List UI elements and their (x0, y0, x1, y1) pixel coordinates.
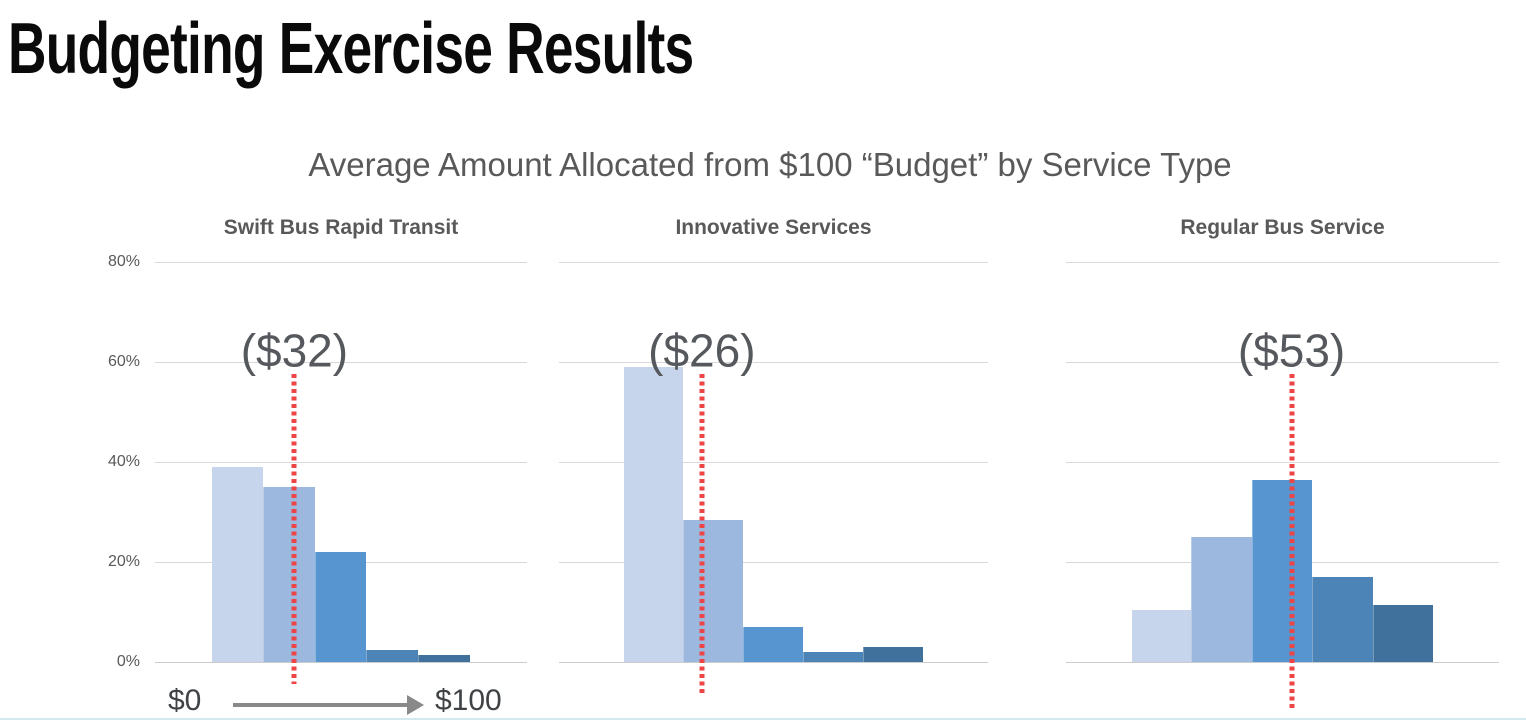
histogram-bar (1312, 577, 1373, 662)
x-axis-end-label: $100 (435, 684, 502, 717)
histogram-bar (1372, 604, 1434, 662)
gridline (155, 662, 527, 663)
gridline (155, 362, 527, 363)
histogram-bar (802, 652, 863, 662)
x-axis-arrow-head-icon (407, 695, 424, 715)
gridline (1066, 262, 1499, 263)
histogram-bar (211, 467, 263, 662)
histogram-bar (366, 649, 419, 662)
histogram-bar (624, 367, 684, 662)
plot-area-swift-bus-rapid-transit: ($32) 80% 60% 40% 20% 0% (108, 253, 527, 684)
histogram-bar (418, 654, 471, 662)
x-axis-arrow-line (233, 703, 409, 707)
mean-marker-line (1289, 374, 1295, 708)
page-title: Budgeting Exercise Results (8, 9, 694, 89)
plot-area-regular-bus-service: ($53) (1066, 262, 1499, 708)
gridline (155, 262, 527, 263)
plot-area-innovative-services: ($26) (559, 262, 988, 696)
histogram-bar (862, 647, 923, 662)
histogram-bar (743, 627, 803, 662)
y-axis-tick-label: 40% (107, 453, 140, 470)
gridline (559, 262, 988, 263)
gridline (1066, 662, 1499, 663)
subplot-title-swift-bus-rapid-transit: Swift Bus Rapid Transit (223, 216, 459, 239)
gridline (559, 362, 988, 363)
histogram-bar (262, 487, 315, 662)
annotation-layer: ($26) (624, 262, 923, 696)
mean-value-label: ($26) (648, 324, 756, 377)
subplot-title-regular-bus-service: Regular Bus Service (1180, 216, 1385, 239)
histogram-bar (314, 552, 367, 662)
y-axis-tick-label: 20% (107, 553, 140, 570)
histogram-bar (1251, 479, 1313, 662)
gridline (1066, 462, 1499, 463)
gridline (559, 662, 988, 663)
histogram-bar (1131, 609, 1192, 662)
bar-group (624, 262, 923, 662)
bar-group (1131, 262, 1434, 662)
x-axis-start-label: $0 (168, 684, 202, 717)
mean-value-label: ($32) (240, 324, 349, 377)
mean-marker-line (291, 374, 297, 684)
histogram-bar (1191, 537, 1252, 662)
gridline (559, 462, 988, 463)
bar-group (211, 262, 471, 662)
mean-value-label: ($53) (1237, 324, 1346, 377)
subplot-title-innovative-services: Innovative Services (675, 216, 872, 239)
y-axis-tick-label: 60% (107, 353, 140, 370)
gridline (155, 462, 527, 463)
y-axis-tick-label: 0% (116, 653, 140, 670)
annotation-layer: ($32) (212, 262, 471, 684)
annotation-layer: ($53) (1132, 262, 1433, 708)
slide-bottom-border (0, 718, 1526, 720)
histogram-bar (683, 519, 744, 662)
chart-title: Average Amount Allocated from $100 “Budg… (308, 146, 1232, 183)
gridline (1066, 362, 1499, 363)
y-axis-tick-label: 80% (107, 253, 140, 270)
gridline (559, 562, 988, 563)
mean-marker-line (699, 374, 705, 696)
